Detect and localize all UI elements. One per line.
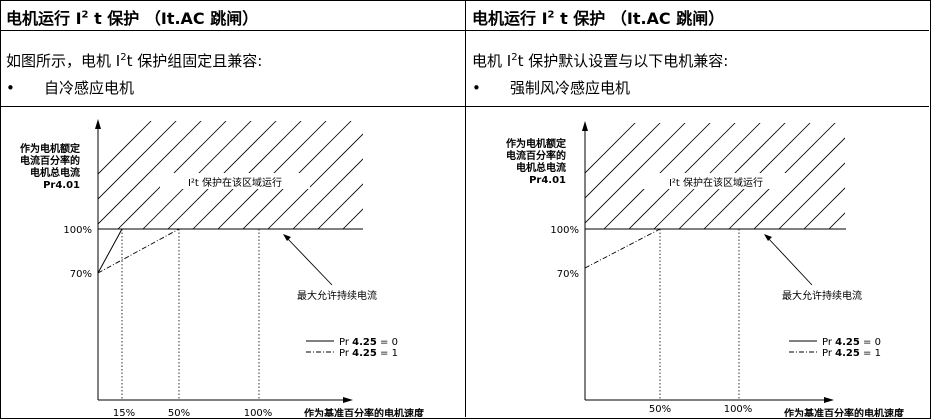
panel-title: 电机运行 I2 t 保护 （It.AC 跳闸） — [466, 0, 929, 31]
svg-text:作为电机额定: 作为电机额定 — [20, 142, 80, 155]
x-tick-15: 15% — [113, 408, 135, 417]
region-label: I²t 保护在该区域运行 — [669, 176, 763, 189]
svg-text:电机总电流: 电机总电流 — [30, 166, 80, 179]
svg-text:电流百分率的: 电流百分率的 — [506, 149, 566, 162]
x-tick-100: 100% — [724, 404, 753, 415]
y-axis-label: 作为电机额定 电流百分率的 电机总电流 Pr4.01 — [506, 137, 566, 186]
svg-text:Pr 4.25 = 0: Pr 4.25 = 0 — [339, 337, 398, 348]
x-axis-arrow — [343, 397, 353, 403]
max-pointer-line — [767, 237, 813, 286]
section-separator — [466, 106, 929, 107]
derating-chart: I²t 保护在该区域运行 100% 70% 15% 50% 100% 作为基准百… — [20, 119, 425, 417]
intro-text: 电机 I2t 保护默认设置与以下电机兼容: — [472, 52, 729, 70]
x-axis-label: 作为基准百分率的电机速度 — [784, 407, 905, 417]
svg-text:Pr 4.25 = 1: Pr 4.25 = 1 — [339, 348, 398, 359]
intro-text: 如图所示，电机 I2t 保护组固定且兼容: — [6, 52, 263, 70]
panel-forced-cooled: 电机运行 I2 t 保护 （It.AC 跳闸） 电机 I2t 保护默认设置与以下… — [466, 0, 929, 417]
max-pointer-arrow — [283, 234, 291, 241]
panel-title: 电机运行 I2 t 保护 （It.AC 跳闸） — [0, 0, 465, 31]
x-tick-50: 50% — [649, 404, 671, 415]
region-label-bg — [160, 173, 310, 189]
svg-text:电流百分率的: 电流百分率的 — [20, 154, 80, 167]
x-axis-label: 作为基准百分率的电机速度 — [304, 407, 425, 417]
x-axis-arrow — [824, 397, 834, 403]
y-tick-100: 100% — [550, 225, 579, 236]
max-current-label: 最大允许持续电流 — [782, 289, 862, 302]
legend: Pr 4.25 = 0 Pr 4.25 = 1 — [306, 337, 398, 359]
curve-pr425-1 — [584, 228, 661, 269]
section-separator — [0, 106, 465, 107]
x-tick-50: 50% — [168, 408, 190, 417]
column-divider — [465, 0, 466, 417]
svg-text:Pr 4.25 = 0: Pr 4.25 = 0 — [822, 337, 881, 348]
y-axis-label: 作为电机额定 电流百分率的 电机总电流 Pr4.01 — [20, 142, 80, 191]
svg-text:Pr 4.25 = 1: Pr 4.25 = 1 — [822, 348, 881, 359]
curve-pr425-0 — [97, 228, 123, 274]
panel-self-cooled: 电机运行 I2 t 保护 （It.AC 跳闸） 如图所示，电机 I2t 保护组固… — [0, 0, 465, 417]
y-tick-100: 100% — [63, 225, 92, 236]
y-tick-70: 70% — [557, 269, 579, 280]
region-label: I²t 保护在该区域运行 — [188, 176, 282, 189]
bullet-item: • 强制风冷感应电机 — [472, 79, 631, 97]
svg-text:Pr4.01: Pr4.01 — [43, 180, 80, 191]
max-current-label: 最大允许持续电流 — [297, 289, 377, 302]
bullet-item: • 自冷感应电机 — [6, 79, 135, 97]
y-axis-arrow — [582, 121, 588, 131]
derating-chart: I²t 保护在该区域运行 100% 70% 50% 100% 作为基准百分率的电… — [506, 121, 905, 417]
y-axis-arrow — [95, 119, 101, 129]
y-tick-70: 70% — [70, 269, 92, 280]
region-label-bg — [641, 173, 791, 189]
svg-text:作为电机额定: 作为电机额定 — [506, 137, 566, 150]
max-pointer-arrow — [764, 234, 772, 241]
legend: Pr 4.25 = 0 Pr 4.25 = 1 — [789, 337, 881, 359]
svg-text:Pr4.01: Pr4.01 — [529, 175, 566, 186]
x-tick-100: 100% — [244, 408, 273, 417]
svg-text:电机总电流: 电机总电流 — [516, 161, 566, 174]
max-pointer-line — [286, 237, 333, 286]
